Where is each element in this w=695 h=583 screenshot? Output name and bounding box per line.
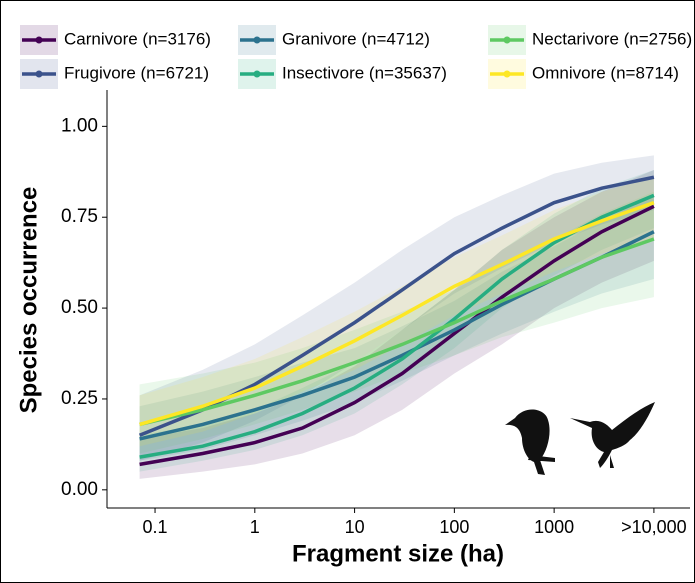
y-tick-label: 0.50 <box>61 297 98 318</box>
series-line <box>139 201 655 427</box>
confidence-band <box>139 169 654 479</box>
legend-item: Carnivore (n=3176) <box>20 25 211 55</box>
x-tick-label: 100 <box>439 517 469 537</box>
x-tick-label: 1 <box>250 517 260 537</box>
x-tick-label: 10 <box>345 517 365 537</box>
legend-key-dot <box>503 70 511 78</box>
y-tick-label: 0.25 <box>61 388 98 409</box>
legend-label: Nectarivore (n=2756) <box>532 29 692 48</box>
legend-item: Insectivore (n=35637) <box>238 59 447 89</box>
y-tick-label: 0.00 <box>61 479 98 500</box>
y-tick-label: 1.00 <box>61 115 98 136</box>
confidence-band <box>139 177 654 447</box>
legend-label: Insectivore (n=35637) <box>282 63 447 82</box>
legend-key-dot <box>35 70 43 78</box>
x-tick-label: 1000 <box>534 517 574 537</box>
legend-key-dot <box>253 36 261 44</box>
y-tick-label: 0.75 <box>61 206 98 227</box>
bird-icons <box>505 402 655 475</box>
x-tick-label: 0.1 <box>143 517 168 537</box>
legend-item: Nectarivore (n=2756) <box>488 25 692 55</box>
confidence-band <box>139 191 654 454</box>
legend-key-dot <box>253 70 261 78</box>
confidence-band <box>139 169 654 472</box>
legend-label: Omnivore (n=8714) <box>532 63 679 82</box>
x-tick-label: >10,000 <box>621 517 687 537</box>
legend-item: Omnivore (n=8714) <box>488 59 679 89</box>
legend-label: Carnivore (n=3176) <box>64 29 211 48</box>
legend-key-dot <box>35 36 43 44</box>
confidence-band <box>139 155 654 461</box>
legend-item: Granivore (n=4712) <box>238 25 430 55</box>
series-line <box>139 204 655 467</box>
legend-key-dot <box>503 36 511 44</box>
legend-label: Frugivore (n=6721) <box>64 63 209 82</box>
legend-item: Frugivore (n=6721) <box>20 59 209 89</box>
y-axis-title: Species occurrence <box>15 187 42 414</box>
x-axis-title: Fragment size (ha) <box>292 540 504 567</box>
legend-label: Granivore (n=4712) <box>282 29 430 48</box>
series-line <box>139 237 655 427</box>
